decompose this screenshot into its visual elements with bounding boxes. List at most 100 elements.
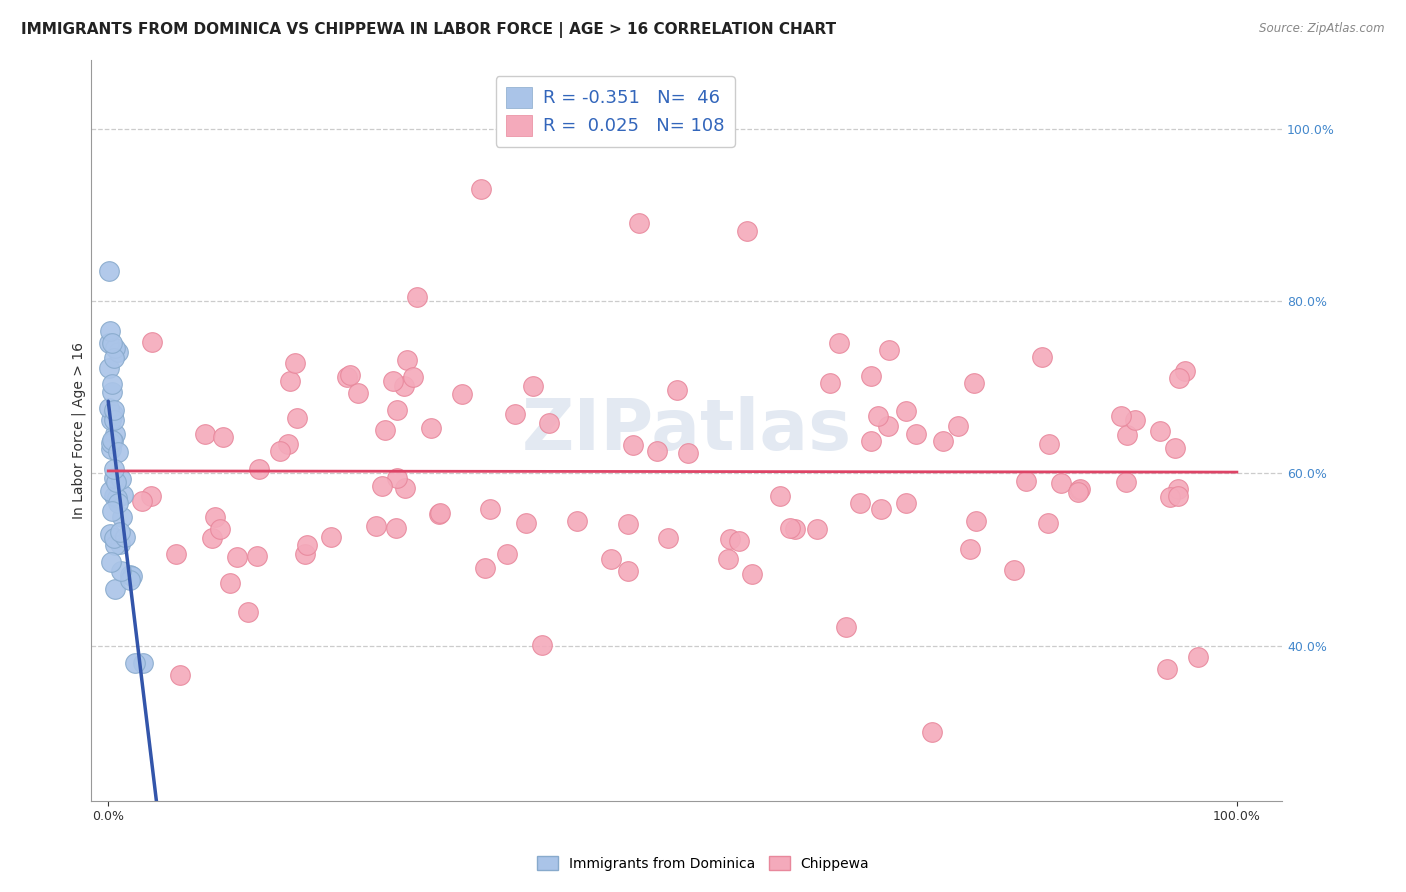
Point <box>741 566 763 581</box>
Point <box>717 552 740 566</box>
Point <box>946 419 969 434</box>
Point <box>1050 475 1073 490</box>
Point <box>905 426 928 441</box>
Legend: R = -0.351   N=  46, R =  0.025   N= 108: R = -0.351 N= 46, R = 0.025 N= 108 <box>495 76 735 146</box>
Point <box>107 445 129 459</box>
Point <box>1069 482 1091 496</box>
Point <box>503 407 526 421</box>
Point <box>419 421 441 435</box>
Point <box>621 438 644 452</box>
Point <box>806 521 828 535</box>
Point <box>451 386 474 401</box>
Point <box>284 356 307 370</box>
Point <box>866 409 889 423</box>
Point <box>103 426 125 441</box>
Text: IMMIGRANTS FROM DOMINICA VS CHIPPEWA IN LABOR FORCE | AGE > 16 CORRELATION CHART: IMMIGRANTS FROM DOMINICA VS CHIPPEWA IN … <box>21 22 837 38</box>
Point <box>110 472 132 486</box>
Point <box>110 564 132 578</box>
Point <box>97 264 120 278</box>
Point <box>104 538 127 552</box>
Point <box>479 501 502 516</box>
Point <box>103 402 125 417</box>
Point <box>835 620 858 634</box>
Point <box>385 403 408 417</box>
Point <box>347 385 370 400</box>
Point <box>100 555 122 569</box>
Point <box>392 379 415 393</box>
Point <box>278 374 301 388</box>
Point <box>384 520 406 534</box>
Point <box>100 526 122 541</box>
Point <box>277 437 299 451</box>
Point <box>100 413 122 427</box>
Point <box>894 404 917 418</box>
Point <box>98 483 121 498</box>
Point <box>1149 425 1171 439</box>
Point <box>1036 516 1059 530</box>
Point <box>779 521 801 535</box>
Point <box>1167 489 1189 503</box>
Point <box>141 489 163 503</box>
Point <box>114 530 136 544</box>
Point <box>394 481 416 495</box>
Point <box>169 668 191 682</box>
Point <box>294 547 316 561</box>
Point <box>103 471 125 485</box>
Point <box>245 549 267 563</box>
Point <box>860 368 883 383</box>
Point <box>1156 662 1178 676</box>
Point <box>374 423 396 437</box>
Point <box>627 216 650 230</box>
Point <box>718 533 741 547</box>
Point <box>1174 364 1197 378</box>
Point <box>141 334 163 349</box>
Point <box>209 523 232 537</box>
Point <box>617 517 640 532</box>
Point <box>101 433 124 447</box>
Point <box>876 419 898 434</box>
Point <box>111 510 134 524</box>
Point <box>1168 370 1191 384</box>
Point <box>295 538 318 552</box>
Point <box>1015 475 1038 489</box>
Point <box>131 493 153 508</box>
Point <box>364 518 387 533</box>
Point <box>381 374 404 388</box>
Point <box>921 724 943 739</box>
Legend: Immigrants from Dominica, Chippewa: Immigrants from Dominica, Chippewa <box>531 850 875 876</box>
Point <box>204 509 226 524</box>
Point <box>522 379 544 393</box>
Point <box>101 336 124 351</box>
Point <box>118 574 141 588</box>
Point <box>101 434 124 448</box>
Point <box>108 525 131 540</box>
Point <box>1067 483 1090 497</box>
Point <box>427 508 450 522</box>
Point <box>1066 485 1088 500</box>
Point <box>107 496 129 510</box>
Point <box>735 223 758 237</box>
Point <box>100 435 122 450</box>
Point <box>530 638 553 652</box>
Point <box>103 489 125 503</box>
Point <box>371 479 394 493</box>
Point <box>103 407 125 421</box>
Point <box>97 361 120 376</box>
Point <box>100 384 122 399</box>
Point <box>104 582 127 596</box>
Point <box>319 530 342 544</box>
Point <box>496 547 519 561</box>
Point <box>107 345 129 359</box>
Point <box>165 547 187 561</box>
Point <box>785 522 807 536</box>
Point <box>104 475 127 489</box>
Point <box>1115 475 1137 490</box>
Point <box>103 462 125 476</box>
Point <box>287 410 309 425</box>
Point <box>849 496 872 510</box>
Point <box>194 427 217 442</box>
Point <box>339 368 361 383</box>
Point <box>124 656 146 670</box>
Point <box>1038 437 1060 451</box>
Point <box>101 504 124 518</box>
